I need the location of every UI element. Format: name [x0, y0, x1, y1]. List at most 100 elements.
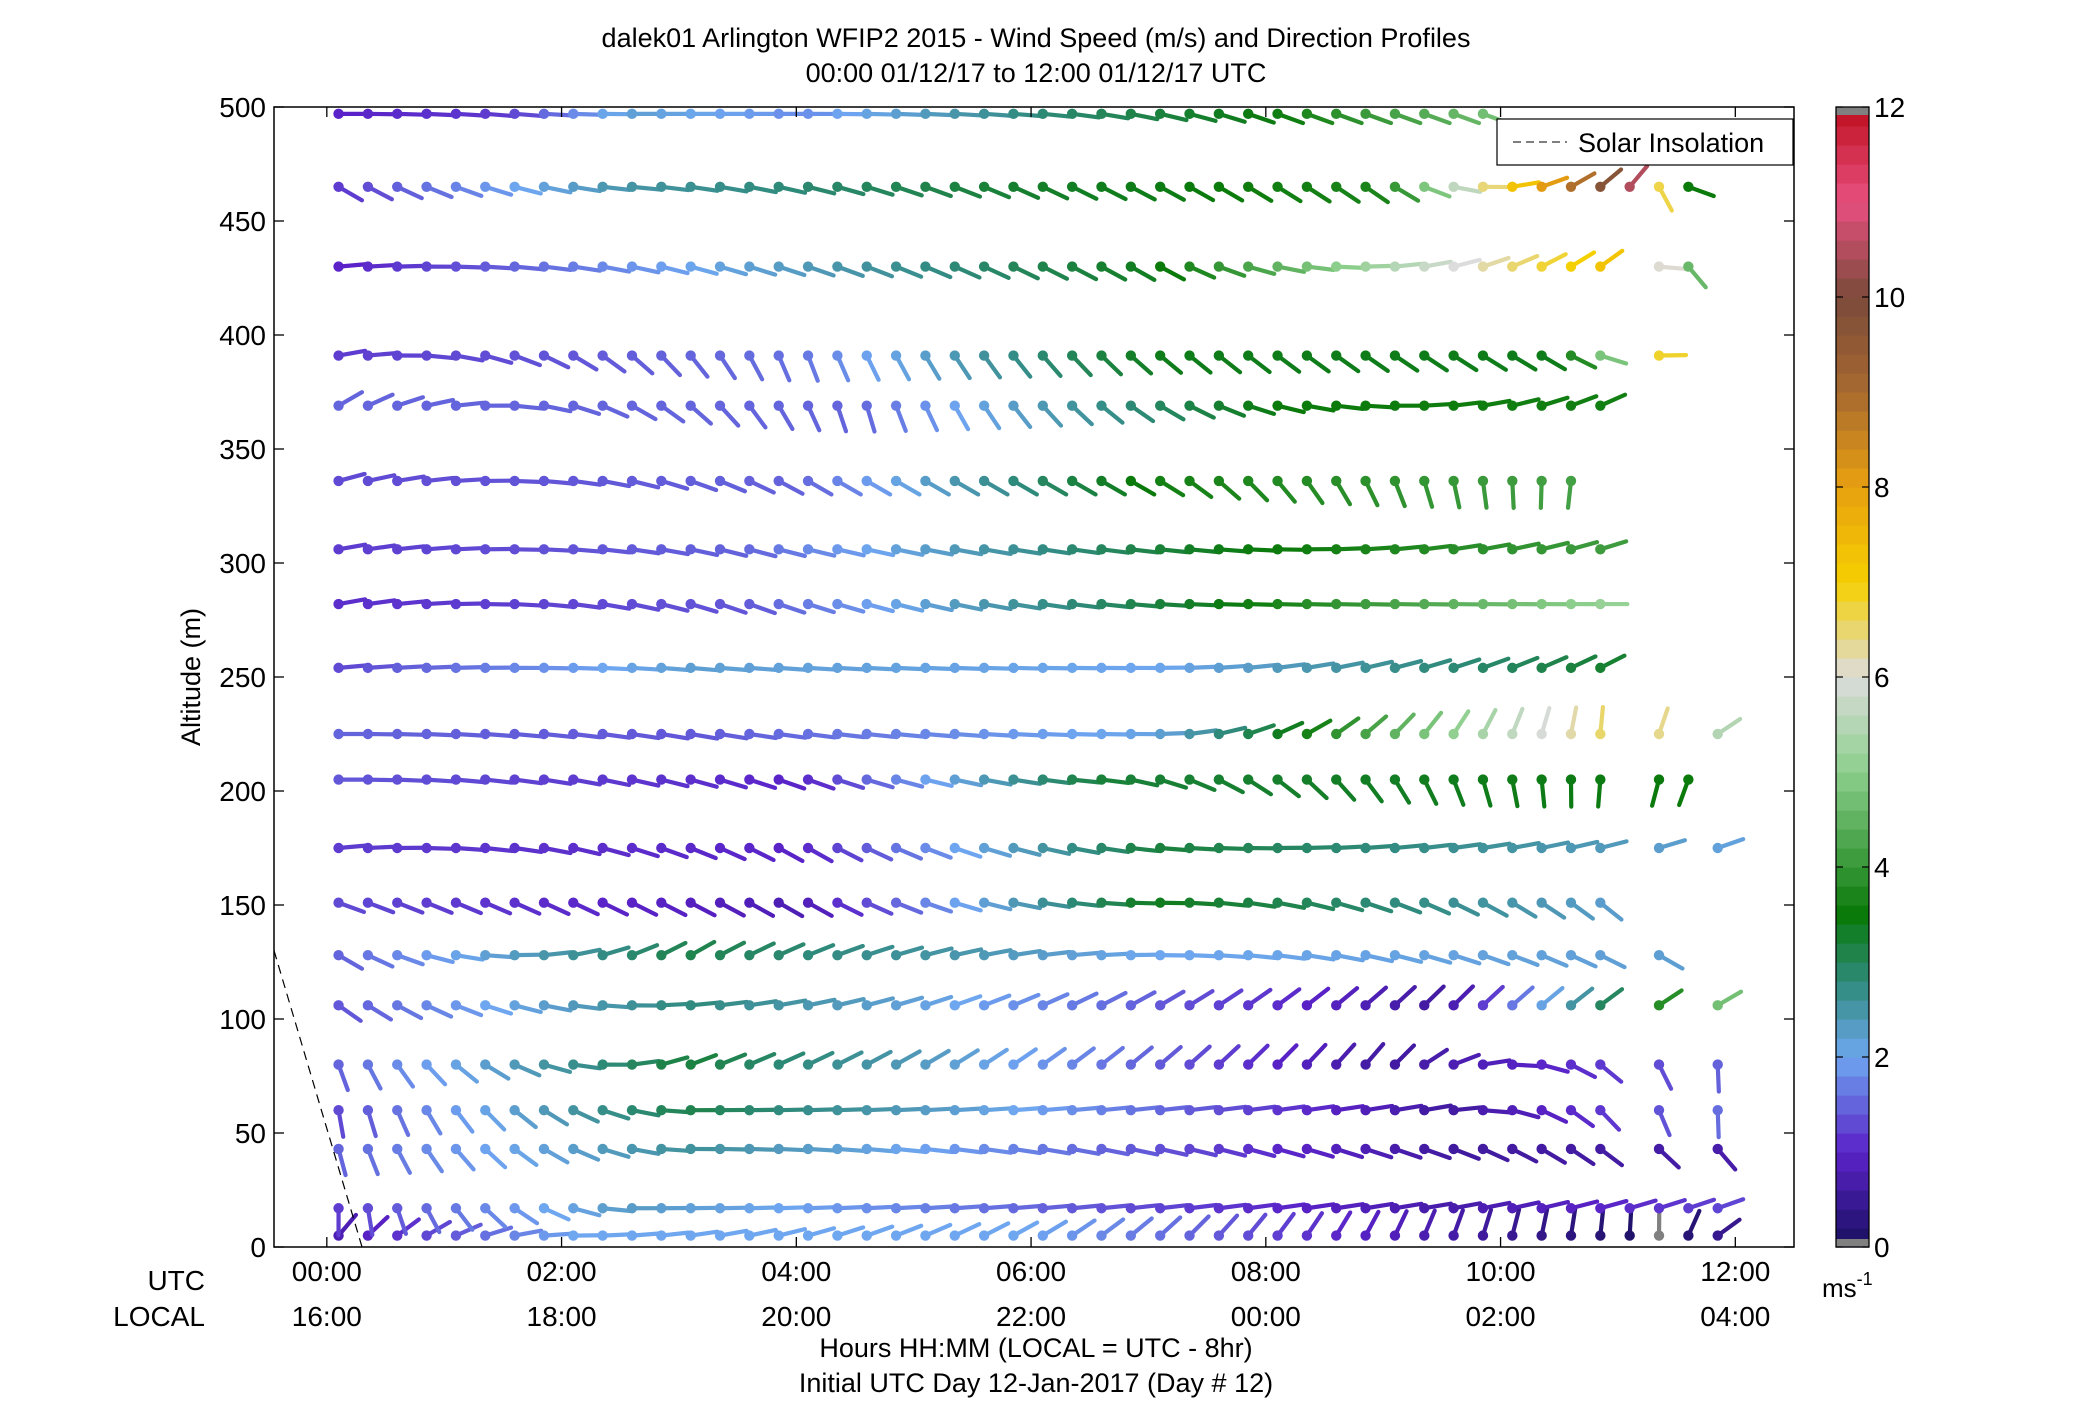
wind-barb-point	[949, 108, 960, 120]
wind-barb-point	[890, 1059, 902, 1070]
wind-barb-point	[362, 842, 374, 854]
wind-barb-point	[538, 1105, 550, 1116]
wind-barb-point	[832, 1203, 843, 1214]
wind-barb-point	[949, 1143, 960, 1155]
wind-barb-point	[1536, 728, 1547, 740]
wind-barb-point	[509, 1143, 520, 1155]
wind-barb-point	[1653, 1000, 1665, 1011]
colorbar-band	[1836, 373, 1869, 393]
wind-barb-point	[1360, 475, 1371, 487]
wind-barb-point	[890, 1000, 902, 1011]
wind-barb-point	[538, 475, 550, 487]
wind-barb-point	[421, 181, 432, 192]
wind-barb-point	[920, 728, 931, 740]
wind-barb-point	[1389, 1203, 1401, 1214]
wind-barb-point	[1595, 400, 1606, 411]
wind-barb-point	[978, 544, 990, 555]
wind-barb-point	[568, 261, 579, 272]
wind-barb-point	[1066, 1203, 1078, 1214]
wind-barb-point	[656, 108, 667, 120]
wind-barb-point	[685, 728, 696, 740]
colorbar-tick-label: 12	[1874, 92, 1905, 123]
wind-barb-point	[890, 1105, 902, 1116]
wind-barb-point	[1243, 1105, 1254, 1116]
wind-barb-point	[1243, 108, 1254, 120]
wind-barb-point	[1536, 1059, 1547, 1070]
wind-barb-point	[890, 544, 902, 555]
chart-subtitle: 00:00 01/12/17 to 12:00 01/12/17 UTC	[806, 58, 1267, 88]
colorbar-band	[1836, 430, 1869, 450]
wind-barb-point	[1536, 475, 1547, 487]
wind-barb-point	[773, 897, 784, 908]
wind-barb-point	[920, 181, 931, 192]
wind-barb-point	[1477, 842, 1489, 854]
wind-barb-point	[1008, 728, 1019, 740]
wind-barb-point	[890, 728, 902, 740]
colorbar-band	[1836, 658, 1869, 678]
wind-barb-point	[450, 949, 462, 961]
wind-barb-point	[949, 544, 960, 555]
wind-barb-point	[1008, 400, 1019, 411]
colorbar-band	[1836, 677, 1869, 697]
wind-barb-point	[568, 728, 579, 740]
wind-barb-point	[1477, 897, 1489, 908]
wind-barb-point	[685, 350, 696, 361]
wind-barb-point	[1301, 949, 1313, 961]
wind-barb-point	[333, 181, 344, 192]
wind-barb-point	[1243, 949, 1254, 961]
wind-barb-point	[861, 1000, 872, 1011]
colorbar-band	[1836, 563, 1869, 583]
wind-barb-point	[1477, 400, 1489, 411]
wind-barb-point	[626, 897, 638, 908]
wind-barb-point	[450, 181, 462, 192]
colorbar-band	[1836, 487, 1869, 507]
wind-barb-point	[480, 1143, 491, 1155]
wind-barb-point	[1331, 1059, 1342, 1070]
wind-barb-point	[1125, 842, 1137, 854]
wind-barb-point	[1008, 1105, 1019, 1116]
wind-barb-point	[1595, 350, 1606, 361]
wind-barb-point	[509, 1059, 520, 1070]
wind-barb-point	[802, 662, 814, 674]
wind-barb-point	[1301, 181, 1313, 192]
wind-barb-point	[333, 728, 344, 740]
wind-barb-point	[802, 728, 814, 740]
wind-barb-point	[421, 350, 432, 361]
wind-barb-point	[1154, 662, 1166, 674]
wind-barb-point	[1301, 400, 1313, 411]
y-axis-ticks: 0 50 100 150 200 250 300 350 400 450 500	[219, 92, 1794, 1263]
colorbar-band	[1836, 1133, 1869, 1153]
wind-barb-point	[333, 350, 344, 361]
wind-barb-point	[978, 108, 990, 120]
wind-barb-point	[1096, 1203, 1107, 1214]
colorbar-band	[1836, 335, 1869, 355]
wind-barb-point	[1272, 598, 1283, 610]
wind-barb-point	[1243, 842, 1254, 854]
wind-barb-point	[861, 475, 872, 487]
wind-barb-point	[773, 1059, 784, 1070]
wind-barb-point	[1536, 662, 1547, 674]
wind-barb-point	[832, 897, 843, 908]
wind-barb-point	[890, 1230, 902, 1241]
wind-barb-point	[1154, 1143, 1166, 1155]
wind-barb-point	[832, 842, 843, 854]
wind-barb-point	[1419, 1203, 1430, 1214]
wind-barb-point	[773, 949, 784, 961]
wind-barb-point	[1272, 475, 1283, 487]
wind-barb-point	[832, 1143, 843, 1155]
wind-barb-point	[538, 598, 550, 610]
wind-barb-point	[333, 544, 344, 555]
wind-barb-point	[1154, 544, 1166, 555]
wind-barb-point	[568, 181, 579, 192]
wind-barb-point	[626, 1230, 638, 1241]
wind-barb-point	[1213, 598, 1225, 610]
wind-barb-point	[920, 1230, 931, 1241]
wind-barb-point	[1096, 774, 1107, 785]
wind-barb-point	[1595, 261, 1606, 272]
wind-barb-point	[744, 1230, 755, 1241]
wind-barb-point	[1419, 108, 1430, 120]
x-tick-label-local: 04:00	[1700, 1301, 1770, 1332]
wind-barb-point	[538, 774, 550, 785]
wind-barb-point	[626, 662, 638, 674]
colorbar-band	[1836, 1000, 1869, 1020]
